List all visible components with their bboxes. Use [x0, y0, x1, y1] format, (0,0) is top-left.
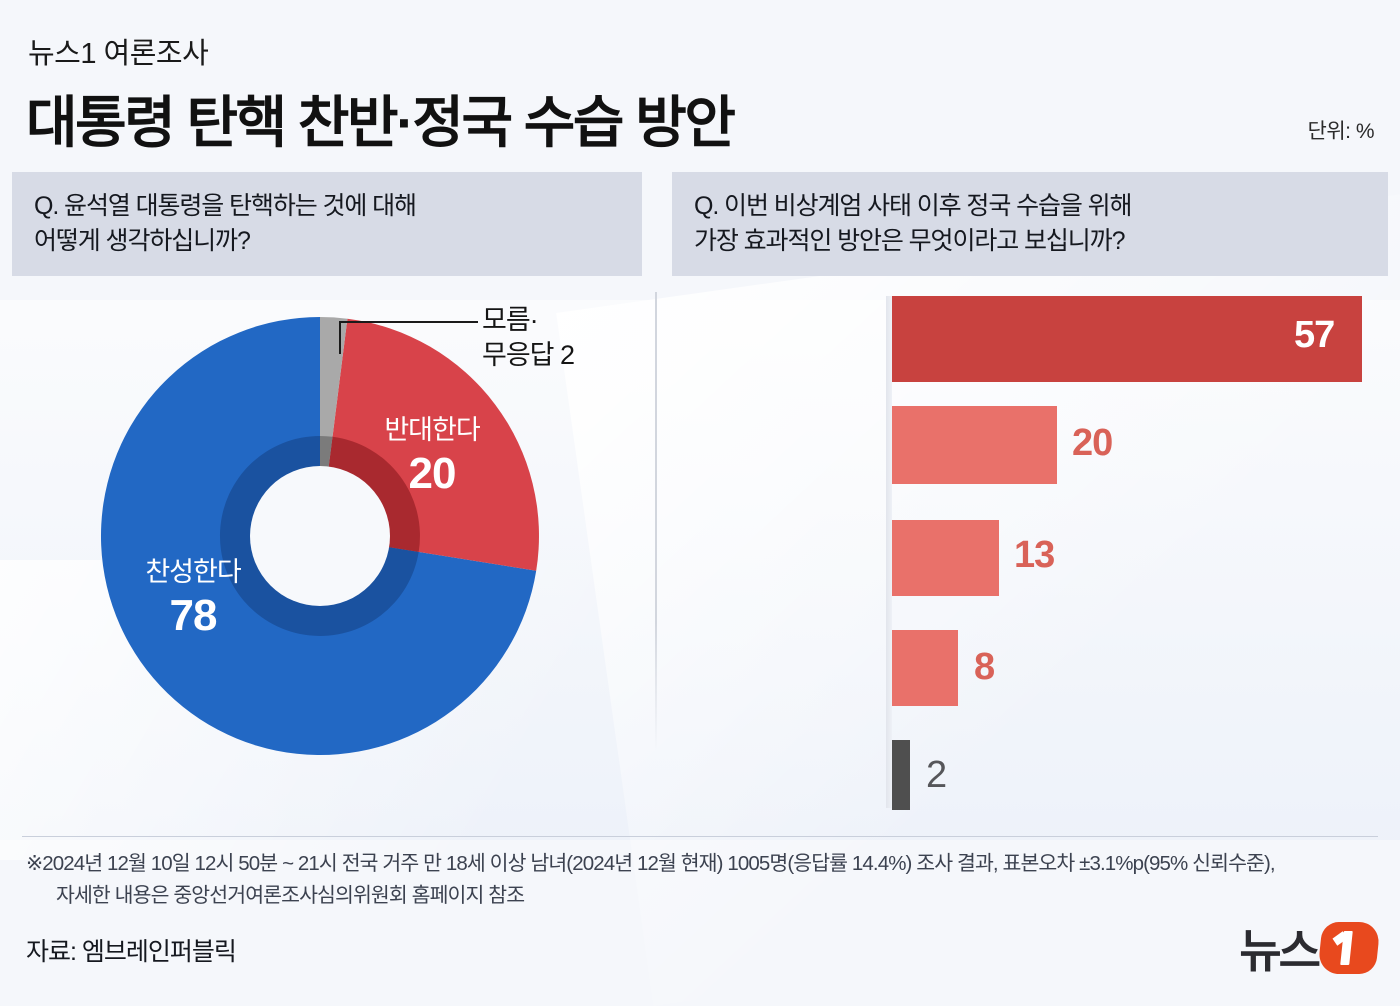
- donut-chart: [100, 316, 540, 756]
- bar-value-label: 57: [1294, 314, 1335, 356]
- bar-rect: [892, 520, 999, 596]
- question-text-right: Q. 이번 비상계엄 사태 이후 정국 수습을 위해 가장 효과적인 방안은 무…: [694, 191, 1133, 256]
- bar-chart-baseline: [886, 296, 892, 808]
- bar-rect: [892, 740, 910, 810]
- bar-value-label: 2: [926, 754, 947, 796]
- bar-rect: [892, 406, 1057, 484]
- logo-one-icon: [1317, 922, 1381, 974]
- bar-chart: 국회 의결 통한 대통령 탄핵 추진 57 대통령 스스로 하야 선언 20 대…: [690, 296, 1390, 816]
- footer-note: ※2024년 12월 10일 12시 50분 ~ 21시 전국 거주 만 18세…: [26, 848, 1366, 912]
- footer-source: 자료: 엠브레인퍼블릭: [26, 938, 237, 966]
- bar-rect: [892, 630, 958, 706]
- footer-note-line1: ※2024년 12월 10일 12시 50분 ~ 21시 전국 거주 만 18세…: [26, 852, 1276, 875]
- question-box-right: Q. 이번 비상계엄 사태 이후 정국 수습을 위해 가장 효과적인 방안은 무…: [672, 172, 1388, 276]
- panel-divider: [655, 292, 657, 750]
- donut-svg: [100, 316, 539, 755]
- logo-wordmark: 뉴스: [1239, 925, 1321, 977]
- donut-callout-dk: 모름· 무응답 2: [482, 305, 575, 370]
- unit-label: 단위: %: [1307, 120, 1375, 143]
- news1-logo: 뉴스: [1239, 918, 1381, 978]
- donut-hole: [250, 466, 390, 606]
- question-box-left: Q. 윤석열 대통령을 탄핵하는 것에 대해 어떻게 생각하십니까?: [12, 172, 642, 276]
- bar-value-label: 13: [1014, 534, 1055, 576]
- bar-rect: [892, 296, 1362, 382]
- bar-value-label: 20: [1072, 422, 1113, 464]
- footer-note-line2: 자세한 내용은 중앙선거여론조사심의위원회 홈페이지 참조: [56, 883, 525, 907]
- kicker-text: 뉴스1 여론조사: [28, 38, 209, 70]
- question-text-left: Q. 윤석열 대통령을 탄핵하는 것에 대해 어떻게 생각하십니까?: [34, 191, 417, 256]
- bar-value-label: 8: [974, 646, 995, 688]
- page-title: 대통령 탄핵 찬반·정국 수습 방안: [26, 91, 736, 154]
- footer-divider: [22, 836, 1378, 837]
